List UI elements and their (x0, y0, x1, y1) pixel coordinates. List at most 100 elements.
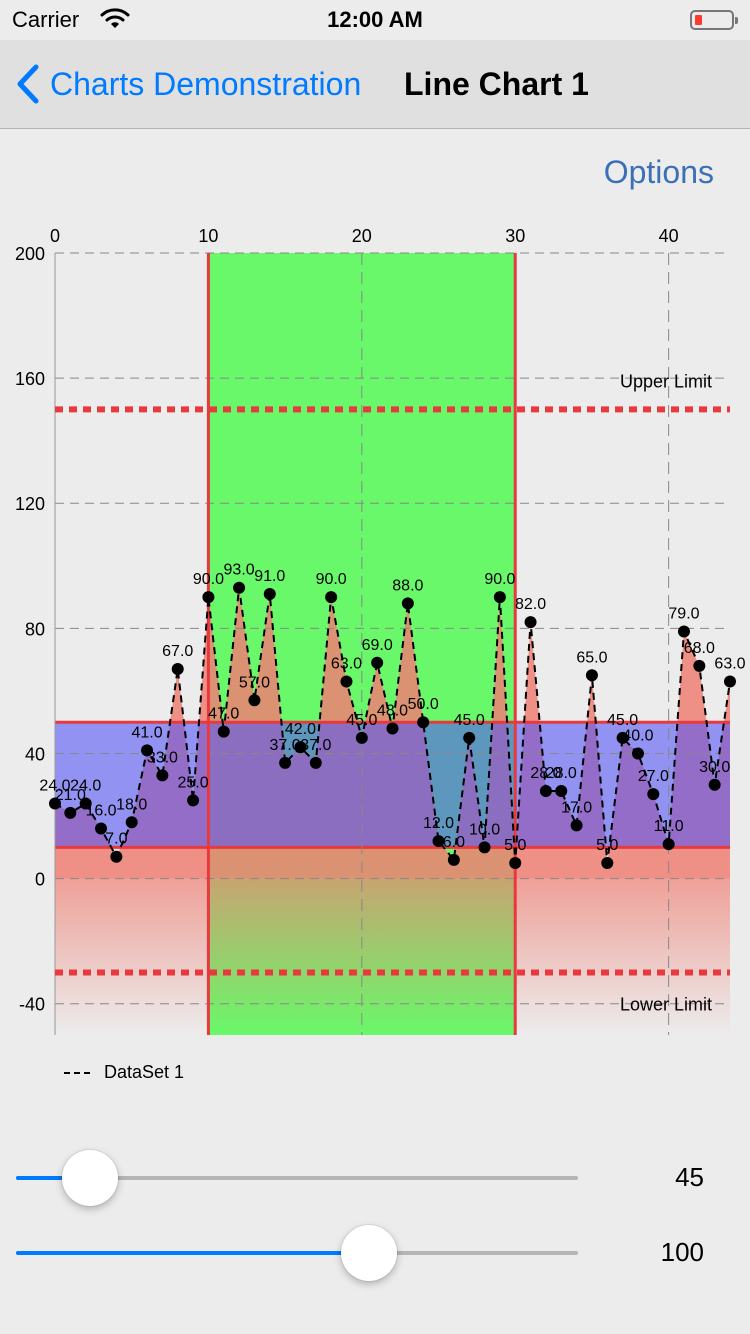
data-point (693, 659, 706, 672)
data-label: 79.0 (668, 605, 699, 622)
data-label: 11.0 (654, 818, 684, 835)
data-point (631, 747, 644, 760)
data-point (524, 616, 537, 629)
data-label: 57.0 (239, 674, 270, 691)
data-point (309, 756, 322, 769)
area-fill-below-zero (55, 878, 730, 1035)
data-point (187, 794, 200, 807)
y-tick-label: -40 (19, 995, 45, 1015)
data-point (708, 778, 721, 791)
data-point (233, 581, 246, 594)
data-point (585, 669, 598, 682)
carrier-label: Carrier (12, 7, 80, 32)
battery-icon (690, 10, 738, 30)
y-tick-label: 0 (35, 870, 45, 890)
data-label: 82.0 (515, 596, 546, 613)
options-button[interactable]: Options (603, 154, 714, 190)
data-label: 40.0 (622, 727, 653, 744)
data-label: 28.0 (530, 765, 561, 782)
data-label: 25.0 (177, 774, 208, 791)
data-label: 17.0 (561, 799, 592, 816)
y-range-slider[interactable] (16, 1225, 578, 1281)
data-point (340, 675, 353, 688)
data-label: 47.0 (208, 706, 239, 723)
data-point (539, 785, 552, 798)
data-point (432, 835, 445, 848)
x-tick-label: 40 (659, 226, 679, 246)
slider-fill (16, 1251, 370, 1255)
data-label: 45.0 (454, 712, 485, 729)
data-label: 27.0 (638, 768, 669, 785)
data-label: 7.0 (105, 831, 127, 848)
y-tick-label: 120 (15, 494, 45, 514)
data-point (724, 675, 736, 688)
data-label: 5.0 (596, 837, 618, 854)
data-point (325, 591, 338, 604)
data-point (110, 850, 123, 863)
data-label: 65.0 (576, 649, 607, 666)
data-label: 63.0 (714, 656, 745, 673)
data-point (217, 725, 230, 738)
nav-title: Line Chart 1 (404, 66, 589, 102)
data-point (601, 856, 614, 869)
wifi-icon (100, 7, 130, 36)
data-label: 33.0 (147, 749, 178, 766)
data-label: 67.0 (162, 643, 193, 660)
slider-thumb[interactable] (61, 1150, 118, 1206)
x-tick-label: 0 (50, 226, 60, 246)
back-button-label: Charts Demonstration (50, 65, 362, 102)
limit-line-label: Lower Limit (620, 994, 712, 1014)
data-point (447, 853, 460, 866)
y-range-value: 100 (660, 1237, 704, 1267)
data-point (616, 731, 629, 744)
data-point (202, 591, 215, 604)
line-chart[interactable]: 200 160 120 80 40 0 -40 0 10 20 30 40 Upper Limit Low… (0, 218, 750, 1048)
data-point (386, 722, 399, 735)
x-tick-label: 10 (198, 226, 218, 246)
legend-dashed-line-icon (64, 1071, 90, 1074)
data-point (555, 785, 568, 798)
y-tick-label: 40 (25, 744, 45, 764)
y-tick-label: 80 (25, 619, 45, 639)
data-label: 10.0 (469, 821, 500, 838)
data-point (463, 731, 476, 744)
data-label: 21.0 (55, 787, 86, 804)
data-label: 6.0 (443, 834, 465, 851)
data-point (156, 769, 169, 782)
data-point (417, 716, 430, 729)
back-button[interactable]: Charts Demonstration (16, 62, 361, 106)
data-point (371, 656, 384, 669)
data-label: 30.0 (699, 759, 730, 776)
x-tick-label: 30 (505, 226, 525, 246)
limit-line-label: Upper Limit (620, 371, 712, 391)
data-label: 42.0 (285, 721, 316, 738)
data-point (248, 694, 261, 707)
x-count-slider[interactable] (16, 1150, 578, 1206)
slider-fill (16, 1176, 90, 1180)
data-label: 16.0 (85, 803, 116, 820)
data-label: 18.0 (116, 796, 147, 813)
clock: 12:00 AM (327, 7, 423, 32)
data-label: 91.0 (254, 568, 285, 585)
data-point (478, 841, 491, 854)
data-point (141, 744, 154, 757)
data-label: 37.0 (270, 737, 301, 754)
slider-thumb[interactable] (341, 1225, 398, 1281)
legend-label: DataSet 1 (104, 1062, 185, 1082)
data-label: 45.0 (607, 712, 638, 729)
data-point (125, 816, 138, 829)
data-point (401, 597, 414, 610)
chevron-left-icon (17, 64, 39, 104)
data-label: 90.0 (316, 571, 347, 588)
data-label: 68.0 (684, 640, 715, 657)
status-bar: Carrier 12:00 AM (0, 0, 750, 40)
data-label: 37.0 (300, 737, 331, 754)
data-point (677, 625, 690, 638)
data-point (95, 822, 108, 835)
data-label: 41.0 (131, 724, 162, 741)
data-point (570, 819, 583, 832)
data-label: 88.0 (392, 577, 423, 594)
data-label: 69.0 (362, 637, 393, 654)
data-point (49, 797, 61, 810)
data-label: 50.0 (408, 696, 439, 713)
